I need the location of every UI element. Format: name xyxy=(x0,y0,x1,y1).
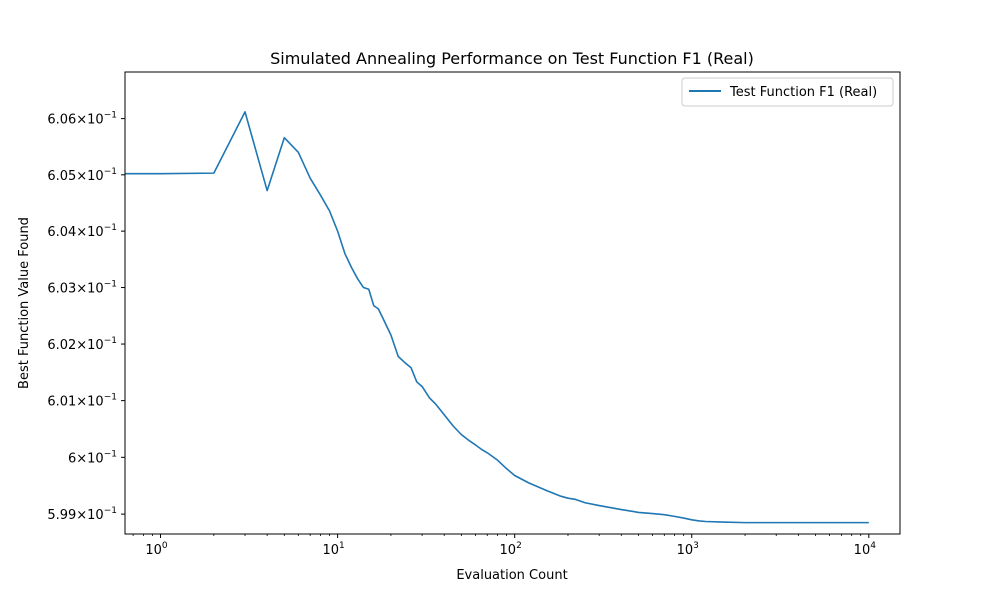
plot-frame xyxy=(124,71,901,535)
y-tick-label: 6.02×10−1 xyxy=(47,336,117,353)
x-tick-label: 103 xyxy=(677,541,699,558)
y-tick-label: 6×10−1 xyxy=(68,449,117,466)
x-axis: 100 101 102 103 104 xyxy=(132,534,877,558)
legend-label: Test Function F1 (Real) xyxy=(729,85,877,100)
x-tick-label: 104 xyxy=(854,541,877,558)
y-axis: 5.99×10−1 6×10−1 6.01×10−1 6.02×10−1 6.03×10… xyxy=(47,111,125,523)
y-axis-label: Best Function Value Found xyxy=(17,217,32,389)
series-line xyxy=(125,111,869,524)
y-tick-label: 6.03×10−1 xyxy=(47,280,117,297)
legend: Test Function F1 (Real) xyxy=(681,77,894,107)
y-tick-label: 5.99×10−1 xyxy=(47,506,117,523)
y-tick-label: 6.06×10−1 xyxy=(47,111,117,128)
series-layer xyxy=(125,111,869,524)
chart-title: Simulated Annealing Performance on Test … xyxy=(270,49,754,68)
y-tick-label: 6.05×10−1 xyxy=(47,167,117,184)
y-tick-label: 6.01×10−1 xyxy=(47,393,117,410)
legend-box xyxy=(681,77,894,107)
x-tick-label: 100 xyxy=(145,541,168,558)
y-tick-label: 6.04×10−1 xyxy=(47,223,117,240)
x-tick-label: 101 xyxy=(322,541,344,558)
x-axis-label: Evaluation Count xyxy=(456,568,567,583)
x-tick-label: 102 xyxy=(500,541,522,558)
